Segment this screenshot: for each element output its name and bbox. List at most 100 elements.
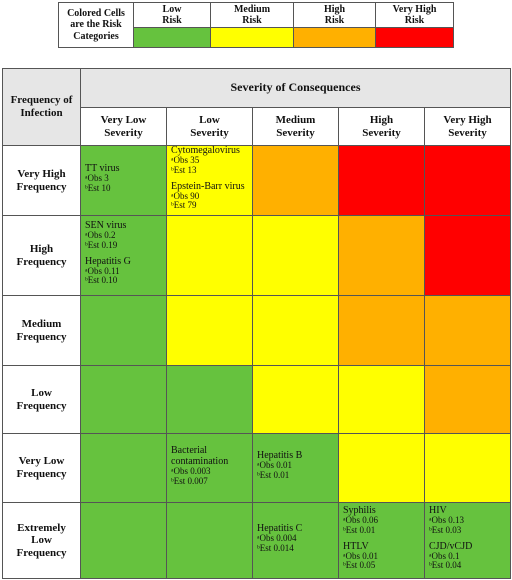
legend-category: Low Risk xyxy=(133,2,211,28)
pathogen-entry: HTLV ᵃObs 0.01 ᵇEst 0.05 xyxy=(343,541,378,572)
risk-cell xyxy=(252,295,339,366)
legend-swatch xyxy=(210,27,294,48)
pathogen-stat: ᵃObs 0.11 xyxy=(85,265,120,276)
pathogen-name: Cytomegalovirus xyxy=(171,144,240,156)
pathogen-entry: Epstein-Barr virus ᵃObs 90 ᵇEst 79 xyxy=(171,181,245,212)
risk-cell xyxy=(338,433,425,503)
frequency-label: Very Low Frequency xyxy=(2,433,81,503)
risk-cell xyxy=(166,502,253,579)
pathogen-name: TT virus xyxy=(85,162,120,174)
risk-cell xyxy=(252,215,339,296)
severity-label: Medium Severity xyxy=(252,107,339,146)
pathogen-name: Hepatitis G xyxy=(85,255,131,267)
pathogen-stat: ᵇEst 0.01 xyxy=(343,524,376,535)
risk-cell xyxy=(80,365,167,434)
pathogen-name: CJD/vCJD xyxy=(429,540,473,552)
pathogen-entry: Bacterial contamination ᵃObs 0.003 ᵇEst 0.… xyxy=(171,445,228,487)
legend-swatch xyxy=(375,27,454,48)
frequency-label: Low Frequency xyxy=(2,365,81,434)
risk-cell xyxy=(166,365,253,434)
pathogen-entry: TT virus ᵃObs 3 ᵇEst 10 xyxy=(85,163,120,194)
pathogen-stat: ᵇEst 0.04 xyxy=(429,560,462,571)
pathogen-name: HTLV xyxy=(343,540,369,552)
pathogen-entry: Cytomegalovirus ᵃObs 35 ᵇEst 13 xyxy=(171,145,240,176)
pathogen-stat: ᵇEst 10 xyxy=(85,182,111,193)
risk-cell: TT virus ᵃObs 3 ᵇEst 10 xyxy=(80,145,167,216)
pathogen-stat: ᵇEst 0.10 xyxy=(85,275,118,286)
risk-cell xyxy=(80,433,167,503)
risk-cell: Cytomegalovirus ᵃObs 35 ᵇEst 13 Epstein-Bar… xyxy=(166,145,253,216)
pathogen-stat: ᵃObs 0.01 xyxy=(257,460,292,471)
risk-cell: Syphilis ᵃObs 0.06 ᵇEst 0.01 HTLV ᵃObs 0.01 ᵇ… xyxy=(338,502,425,579)
pathogen-stat: ᵇEst 0.03 xyxy=(429,524,462,535)
frequency-label: High Frequency xyxy=(2,215,81,296)
pathogen-name: Bacterial contamination xyxy=(171,444,229,467)
severity-label: Very High Severity xyxy=(424,107,511,146)
risk-cell xyxy=(424,433,511,503)
risk-cell xyxy=(424,365,511,434)
pathogen-name: Hepatitis C xyxy=(257,522,303,534)
pathogen-stat: ᵃObs 35 xyxy=(171,154,200,165)
risk-cell: Bacterial contamination ᵃObs 0.003 ᵇEst 0.… xyxy=(166,433,253,503)
risk-cell xyxy=(252,145,339,216)
pathogen-stat: ᵇEst 13 xyxy=(171,164,197,175)
risk-cell xyxy=(252,365,339,434)
pathogen-stat: ᵃObs 0.2 xyxy=(85,229,116,240)
risk-cell xyxy=(166,215,253,296)
risk-cell xyxy=(338,365,425,434)
severity-label: High Severity xyxy=(338,107,425,146)
pathogen-stat: ᵃObs 0.01 xyxy=(343,550,378,561)
pathogen-entry: Syphilis ᵃObs 0.06 ᵇEst 0.01 xyxy=(343,505,378,536)
severity-label: Very Low Severity xyxy=(80,107,167,146)
corner-header: Frequency of Infection xyxy=(2,68,81,146)
risk-cell xyxy=(338,295,425,366)
pathogen-name: HIV xyxy=(429,504,447,516)
severity-header: Severity of Consequences xyxy=(80,68,511,108)
pathogen-stat: ᵃObs 0.13 xyxy=(429,514,464,525)
risk-cell xyxy=(80,295,167,366)
risk-cell xyxy=(424,145,511,216)
legend-category: Very High Risk xyxy=(375,2,454,28)
pathogen-stat: ᵇEst 0.007 xyxy=(171,475,208,486)
pathogen-entry: SEN virus ᵃObs 0.2 ᵇEst 0.19 xyxy=(85,220,126,251)
risk-cell: HIV ᵃObs 0.13 ᵇEst 0.03 CJD/vCJD ᵃObs 0.1 ᵇEs… xyxy=(424,502,511,579)
pathogen-name: Syphilis xyxy=(343,504,376,516)
frequency-label: Medium Frequency xyxy=(2,295,81,366)
pathogen-entry: CJD/vCJD ᵃObs 0.1 ᵇEst 0.04 xyxy=(429,541,472,572)
pathogen-stat: ᵃObs 0.003 xyxy=(171,465,211,476)
frequency-label: Very High Frequency xyxy=(2,145,81,216)
risk-cell xyxy=(166,295,253,366)
risk-cell xyxy=(338,215,425,296)
pathogen-name: Hepatitis B xyxy=(257,450,303,462)
frequency-label: Extremely Low Frequency xyxy=(2,502,81,579)
pathogen-stat: ᵇEst 79 xyxy=(171,200,197,211)
risk-cell xyxy=(80,502,167,579)
pathogen-stat: ᵃObs 0.06 xyxy=(343,514,378,525)
legend-swatch xyxy=(133,27,211,48)
pathogen-name: SEN virus xyxy=(85,219,127,231)
legend-label: Colored Cells are the Risk Categories xyxy=(58,2,134,48)
pathogen-stat: ᵃObs 0.004 xyxy=(257,532,297,543)
pathogen-stat: ᵃObs 90 xyxy=(171,190,200,201)
pathogen-entry: HIV ᵃObs 0.13 ᵇEst 0.03 xyxy=(429,505,464,536)
risk-cell xyxy=(424,295,511,366)
pathogen-stat: ᵇEst 0.19 xyxy=(85,239,118,250)
pathogen-stat: ᵃObs 3 xyxy=(85,172,109,183)
risk-cell xyxy=(424,215,511,296)
pathogen-stat: ᵃObs 0.1 xyxy=(429,550,460,561)
legend-category: High Risk xyxy=(293,2,376,28)
legend-category: Medium Risk xyxy=(210,2,294,28)
pathogen-stat: ᵇEst 0.014 xyxy=(257,542,294,553)
severity-label: Low Severity xyxy=(166,107,253,146)
legend-swatch xyxy=(293,27,376,48)
risk-cell xyxy=(338,145,425,216)
pathogen-stat: ᵇEst 0.01 xyxy=(257,470,290,480)
pathogen-name: Epstein-Barr virus xyxy=(171,180,245,192)
pathogen-stat: ᵇEst 0.05 xyxy=(343,560,376,571)
